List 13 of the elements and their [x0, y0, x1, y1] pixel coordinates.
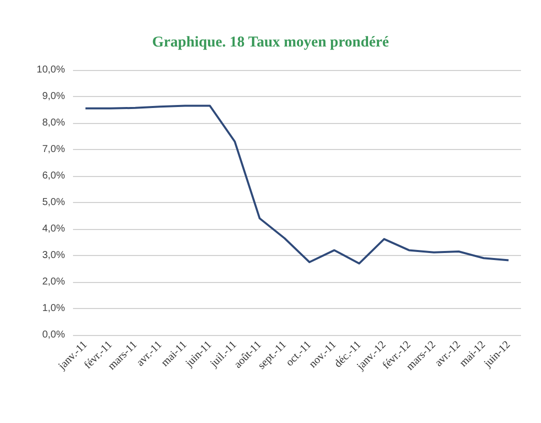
- y-tick-label: 7,0%: [42, 144, 66, 155]
- y-tick-label: 8,0%: [42, 118, 66, 128]
- y-tick-label: 9,0%: [42, 91, 66, 102]
- y-tick-label: 5,0%: [42, 197, 66, 208]
- y-tick-label: 1,0%: [42, 303, 66, 314]
- y-tick-label: 0,0%: [42, 330, 66, 340]
- y-tick-label: 6,0%: [42, 170, 66, 182]
- chart-title: Graphique. 18 Taux moyen prondéré: [152, 34, 390, 50]
- y-tick-label: 2,0%: [42, 276, 66, 288]
- y-tick-label: 4,0%: [42, 224, 66, 234]
- y-tick-label: 3,0%: [42, 250, 66, 261]
- line-series: [84, 104, 510, 264]
- y-tick-label: 10,0%: [36, 64, 66, 76]
